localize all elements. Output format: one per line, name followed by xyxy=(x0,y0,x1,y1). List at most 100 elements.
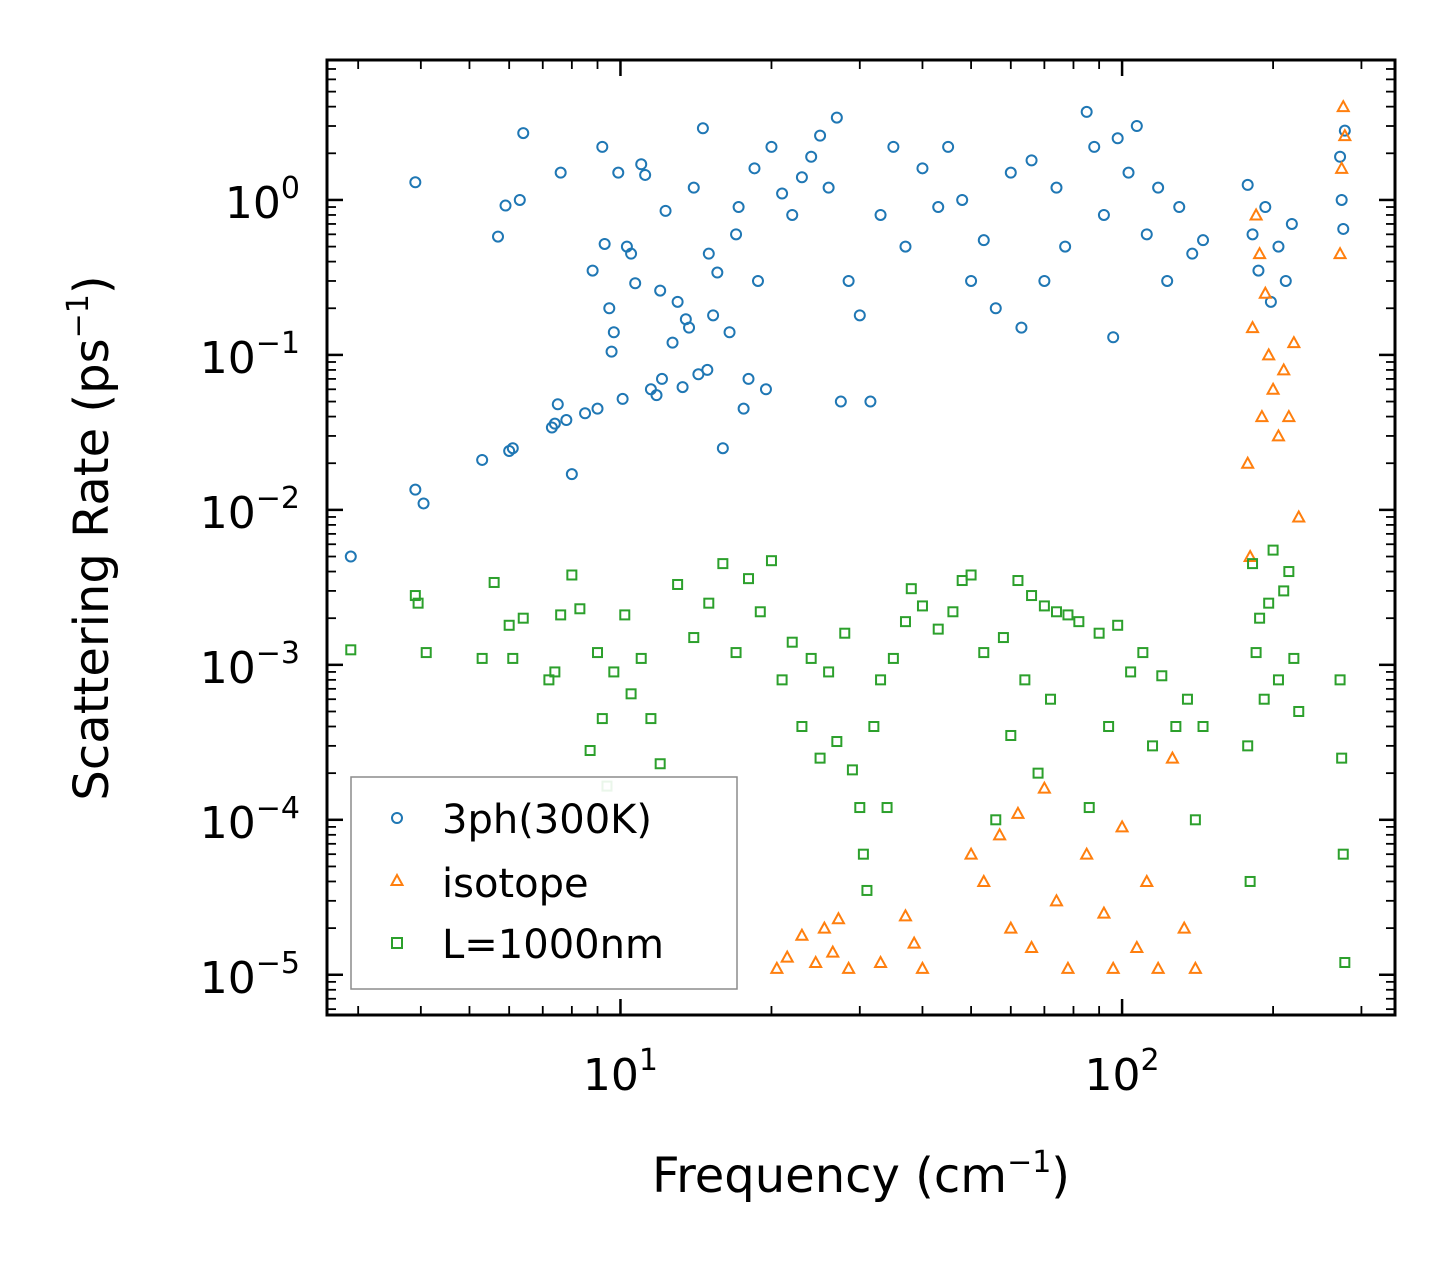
point-boundary xyxy=(1050,606,1062,618)
point-3ph xyxy=(842,274,855,287)
y-tick-label: 10−1 xyxy=(200,326,300,384)
point-3ph xyxy=(506,442,519,455)
point-isotope xyxy=(1165,750,1180,764)
point-isotope xyxy=(1010,805,1026,819)
point-boundary xyxy=(887,652,899,664)
point-isotope xyxy=(1242,548,1258,563)
point-isotope xyxy=(1271,428,1286,442)
point-boundary xyxy=(517,612,529,624)
point-3ph xyxy=(629,277,642,290)
point-3ph xyxy=(676,381,689,394)
point-3ph xyxy=(1015,321,1028,334)
point-isotope xyxy=(1332,246,1348,260)
point-boundary xyxy=(476,652,488,664)
point-boundary xyxy=(412,597,424,609)
point-3ph xyxy=(1241,178,1254,191)
point-3ph xyxy=(822,181,835,194)
point-boundary xyxy=(846,764,858,776)
point-boundary xyxy=(543,674,555,686)
point-3ph xyxy=(612,166,625,179)
point-boundary xyxy=(549,666,561,678)
point-3ph xyxy=(707,309,720,322)
y-tick-label: 10−4 xyxy=(200,791,300,849)
point-boundary xyxy=(555,609,567,621)
point-isotope xyxy=(1265,381,1281,395)
point-boundary xyxy=(805,652,817,664)
point-isotope xyxy=(1037,780,1052,794)
point-isotope xyxy=(1258,285,1273,299)
point-boundary xyxy=(1288,652,1300,664)
point-3ph xyxy=(1279,274,1292,287)
point-3ph xyxy=(1111,132,1124,145)
point-isotope xyxy=(1049,893,1064,907)
point-3ph xyxy=(1285,217,1298,230)
point-3ph xyxy=(853,309,866,322)
point-boundary xyxy=(1103,721,1115,733)
point-3ph xyxy=(702,247,715,260)
point-boundary xyxy=(1062,609,1074,621)
point-isotope xyxy=(1291,509,1306,523)
point-3ph xyxy=(1097,208,1110,221)
point-3ph xyxy=(409,176,422,189)
point-isotope xyxy=(794,927,810,941)
point-3ph xyxy=(776,187,789,200)
point-3ph xyxy=(603,302,616,315)
point-3ph xyxy=(887,140,900,153)
point-isotope xyxy=(817,920,832,934)
point-boundary xyxy=(1012,575,1024,587)
point-3ph xyxy=(711,266,724,279)
point-boundary xyxy=(932,623,944,635)
point-boundary xyxy=(831,736,843,748)
point-3ph xyxy=(598,237,611,250)
point-isotope xyxy=(1079,846,1094,860)
point-3ph xyxy=(659,204,672,217)
point-isotope xyxy=(1129,939,1145,953)
point-3ph xyxy=(742,372,755,385)
legend-marker-boundary xyxy=(391,937,403,949)
point-isotope xyxy=(1336,99,1351,113)
x-tick-label: 102 xyxy=(1085,1043,1160,1101)
point-boundary xyxy=(619,609,631,621)
point-boundary xyxy=(1250,647,1262,659)
point-boundary xyxy=(1125,666,1137,678)
point-boundary xyxy=(409,590,421,602)
point-boundary xyxy=(345,644,357,656)
point-3ph xyxy=(696,122,709,135)
point-3ph xyxy=(932,201,945,214)
legend: 3ph(300K) isotope L=1000nm xyxy=(350,776,738,990)
point-boundary xyxy=(672,578,684,590)
point-3ph xyxy=(548,417,561,430)
point-3ph xyxy=(650,389,663,402)
point-3ph xyxy=(1152,181,1165,194)
point-3ph xyxy=(683,321,696,334)
point-boundary xyxy=(1112,619,1124,631)
point-boundary xyxy=(947,606,959,618)
point-3ph xyxy=(751,274,764,287)
point-3ph xyxy=(1252,264,1265,277)
point-isotope xyxy=(873,954,888,968)
point-3ph xyxy=(607,326,620,339)
point-3ph xyxy=(417,497,430,510)
point-isotope xyxy=(1286,335,1302,349)
point-3ph xyxy=(805,150,818,163)
point-isotope xyxy=(1188,960,1203,974)
point-3ph xyxy=(1140,228,1153,241)
point-boundary xyxy=(916,600,928,612)
point-boundary xyxy=(488,576,500,588)
point-boundary xyxy=(1083,802,1095,814)
point-3ph xyxy=(814,129,827,142)
point-3ph xyxy=(671,295,684,308)
point-boundary xyxy=(1278,585,1290,597)
point-3ph xyxy=(1161,274,1174,287)
point-boundary xyxy=(1038,600,1050,612)
point-3ph xyxy=(644,383,657,396)
point-boundary xyxy=(823,666,835,678)
point-isotope xyxy=(1177,920,1192,934)
point-3ph xyxy=(759,383,772,396)
point-boundary xyxy=(956,575,968,587)
point-boundary xyxy=(776,674,788,686)
axis-ticks xyxy=(327,59,1395,1015)
point-boundary xyxy=(978,647,990,659)
point-boundary xyxy=(566,569,578,581)
point-boundary xyxy=(1026,590,1038,602)
